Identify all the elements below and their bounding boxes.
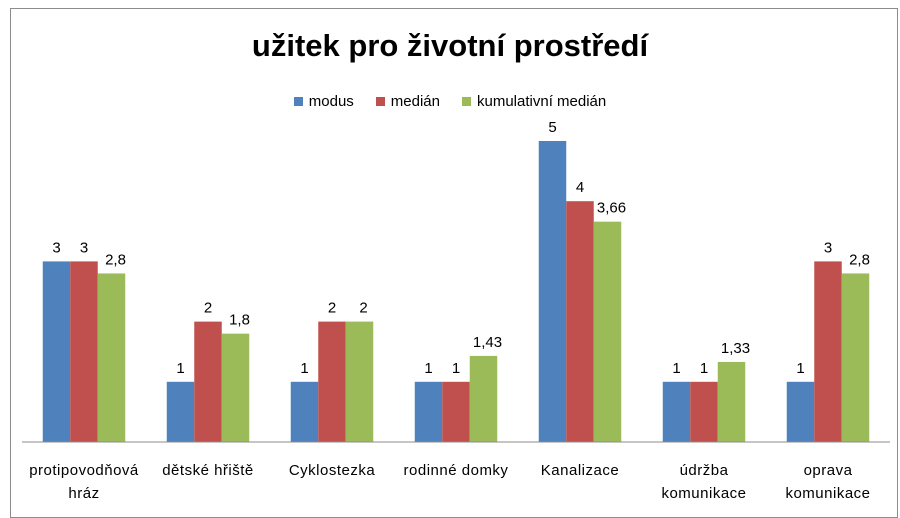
legend-label: modus <box>308 93 354 110</box>
data-label: 2 <box>328 300 336 317</box>
bar <box>841 273 870 442</box>
data-label: 5 <box>548 119 556 136</box>
data-label: 1,33 <box>721 340 750 357</box>
data-label: 3 <box>52 239 60 256</box>
bar <box>814 261 842 442</box>
bar <box>166 381 195 442</box>
legend-label: medián <box>390 93 440 110</box>
data-label: 1 <box>300 360 308 377</box>
bar <box>345 321 374 442</box>
x-tick-label: údržba komunikace <box>661 462 747 502</box>
legend-swatch <box>293 97 303 106</box>
data-label: 4 <box>576 179 584 196</box>
bar <box>318 321 346 442</box>
chart: 3 3 2,8 1 2 1,8 1 2 2 1 1 1,43 5 4 3,66 1 1 1,33 1 3 2,8 <box>22 119 890 443</box>
data-label: 3 <box>80 239 88 256</box>
bar <box>566 201 594 442</box>
x-tick-label: Kanalizace <box>540 462 620 479</box>
data-label: 3,66 <box>597 200 626 217</box>
bar <box>42 261 71 442</box>
bar <box>469 355 498 442</box>
bar <box>786 381 815 442</box>
bar <box>442 381 470 442</box>
bar <box>194 321 222 442</box>
data-label: 1 <box>700 360 708 377</box>
bar <box>221 333 250 442</box>
data-label: 1,8 <box>229 312 250 329</box>
bar <box>414 381 443 442</box>
data-label: 2,8 <box>105 251 126 268</box>
bar <box>662 381 691 442</box>
data-label: 2 <box>359 300 367 317</box>
legend-swatch <box>375 97 385 106</box>
data-label: 1 <box>672 360 680 377</box>
x-tick-label: protipovodňová hráz <box>29 462 139 502</box>
bar <box>70 261 98 442</box>
x-tick-label: oprava komunikace <box>785 462 871 502</box>
bar <box>717 361 746 442</box>
chart-title: užitek pro životní prostředí <box>251 28 649 63</box>
data-label: 1,43 <box>473 334 502 351</box>
bar <box>290 381 319 442</box>
data-label: 1 <box>796 360 804 377</box>
legend-item: modus <box>293 93 354 110</box>
page: užitek pro životní prostředí modus medián… <box>0 8 900 518</box>
legend: modus medián kumulativní medián <box>0 93 900 110</box>
bar <box>97 273 126 442</box>
data-label: 3 <box>824 239 832 256</box>
bar <box>538 141 567 442</box>
bar <box>593 221 622 442</box>
bar <box>690 381 718 442</box>
x-tick-label: dětské hřiště <box>162 462 254 479</box>
x-tick-label: Cyklostezka <box>288 462 376 479</box>
legend-item: medián <box>375 93 440 110</box>
legend-swatch <box>462 97 471 106</box>
data-label: 1 <box>452 360 460 377</box>
data-label: 2,8 <box>849 251 870 268</box>
x-tick-label: rodinné domky <box>403 462 509 479</box>
data-label: 1 <box>176 360 184 377</box>
data-label: 2 <box>204 300 212 317</box>
legend-item: kumulativní medián <box>462 93 606 110</box>
legend-label: kumulativní medián <box>477 93 607 110</box>
data-label: 1 <box>424 360 432 377</box>
